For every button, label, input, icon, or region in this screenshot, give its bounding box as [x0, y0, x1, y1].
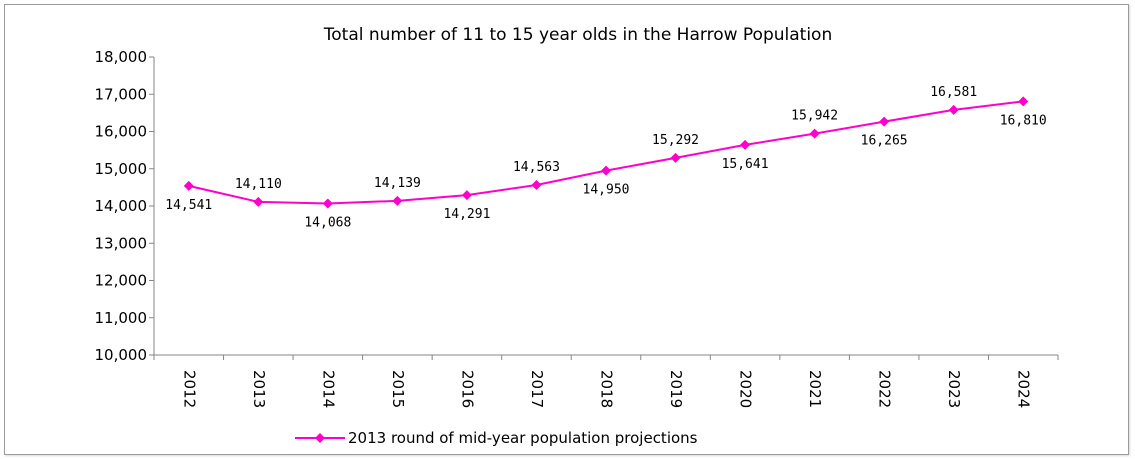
- y-tick-label: 15,000: [95, 160, 148, 178]
- data-point-marker: [879, 116, 890, 127]
- data-point-marker: [1018, 96, 1029, 107]
- x-tick-label: 2022: [876, 370, 894, 408]
- y-tick-label: 18,000: [95, 48, 148, 66]
- x-tick-label: 2012: [180, 370, 198, 408]
- data-point-marker: [253, 196, 264, 207]
- x-tick-label: 2017: [528, 370, 546, 408]
- data-point-marker: [601, 165, 611, 176]
- data-label: 15,292: [652, 133, 699, 148]
- x-tick-label: 2013: [250, 370, 268, 408]
- data-label: 14,291: [443, 207, 490, 222]
- data-label: 14,563: [513, 160, 560, 175]
- data-label: 16,265: [861, 134, 908, 149]
- data-label: 14,139: [374, 176, 421, 191]
- x-tick-label: 2019: [667, 370, 685, 408]
- x-tick-label: 2014: [319, 370, 337, 408]
- data-label: 15,641: [722, 157, 769, 172]
- data-point-marker: [670, 152, 681, 163]
- y-tick-labels: 10,000 11,000 12,000 13,000 14,000 15,000 16,0…: [95, 48, 148, 364]
- legend: 2013 round of mid-year population projec…: [295, 429, 698, 447]
- y-tick-label: 12,000: [95, 272, 148, 290]
- y-tick-label: 11,000: [95, 309, 148, 327]
- axes: [149, 56, 1059, 360]
- data-point-marker: [809, 128, 820, 139]
- x-tick-label: 2018: [598, 370, 616, 408]
- x-tick-label: 2020: [737, 370, 755, 408]
- y-tick-label: 16,000: [95, 123, 148, 141]
- y-tick-label: 17,000: [95, 85, 148, 103]
- data-label: 16,810: [1000, 113, 1047, 128]
- y-tick-label: 10,000: [95, 346, 148, 364]
- legend-label: 2013 round of mid-year population projec…: [348, 429, 698, 447]
- data-label: 14,110: [235, 177, 282, 192]
- series-group: [183, 96, 1029, 209]
- data-point-marker: [948, 104, 959, 115]
- x-tick-label: 2024: [1015, 370, 1033, 408]
- y-tick-label: 13,000: [95, 234, 148, 252]
- data-point-marker: [183, 180, 194, 191]
- data-labels: 14,541 14,110 14,068 14,139 14,291 14,563 14,9…: [165, 85, 1046, 231]
- x-tick-label: 2016: [458, 370, 476, 408]
- data-label: 14,950: [583, 183, 630, 198]
- chart-frame: [4, 4, 1129, 455]
- x-tick-label: 2023: [945, 370, 963, 408]
- y-tick-label: 14,000: [95, 197, 148, 215]
- x-tick-labels: 2012 2013 2014 2015 2016 2017 2018 2019 2020 2021…: [180, 370, 1032, 408]
- x-tick-label: 2021: [806, 370, 824, 408]
- data-label: 14,541: [165, 198, 212, 213]
- data-point-marker: [531, 180, 542, 191]
- data-point-marker: [461, 190, 472, 201]
- data-point-marker: [740, 139, 751, 150]
- data-label: 16,581: [930, 85, 977, 100]
- data-label: 15,942: [791, 109, 838, 124]
- x-tick-label: 2015: [389, 370, 407, 408]
- data-label: 14,068: [304, 215, 351, 230]
- chart-title: Total number of 11 to 15 year olds in th…: [323, 25, 832, 45]
- data-point-marker: [392, 195, 403, 206]
- legend-marker-icon: [315, 433, 325, 443]
- data-point-marker: [322, 198, 333, 209]
